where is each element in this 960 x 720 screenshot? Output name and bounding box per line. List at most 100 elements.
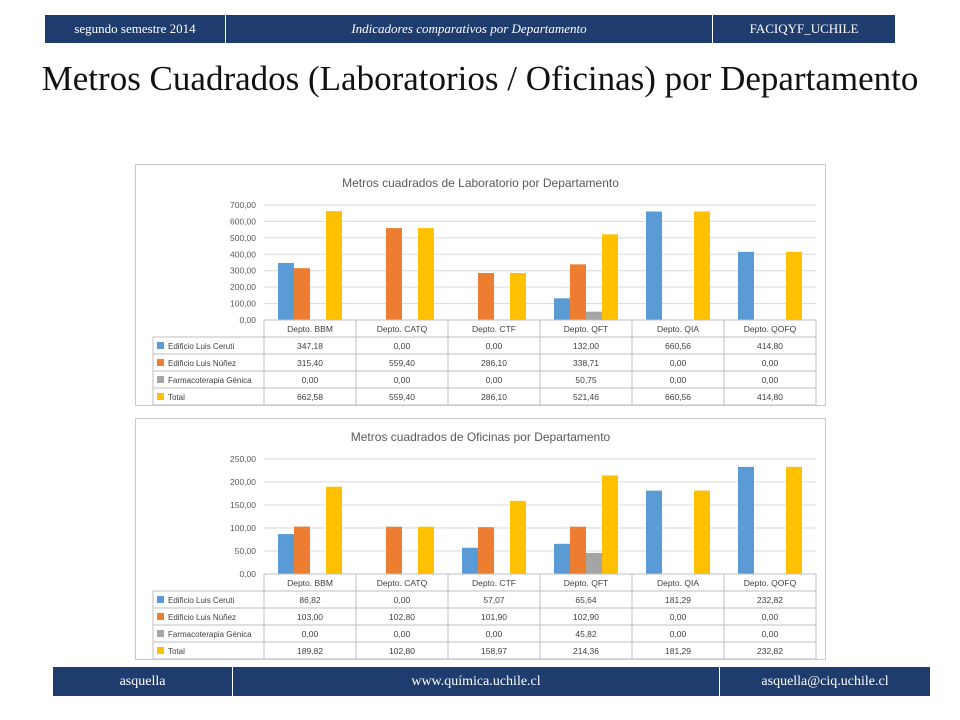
laboratory-category-label: Depto. CATQ (377, 324, 428, 334)
laboratory-bar (570, 264, 586, 320)
laboratory-data-label: 0,00 (486, 341, 503, 351)
laboratory-bar (738, 251, 754, 320)
laboratory-chart-svg: Metros cuadrados de Laboratorio por Depa… (152, 176, 817, 405)
offices-legend-label: Edificio Luis Núñez (168, 613, 236, 622)
laboratory-legend-label: Total (168, 393, 185, 402)
laboratory-legend-key (157, 342, 164, 349)
laboratory-y-tick-label: 500,00 (230, 233, 256, 243)
offices-bar (418, 526, 434, 574)
offices-legend-label: Farmacoterapia Génica (168, 630, 252, 639)
offices-bar (278, 534, 294, 574)
laboratory-data-label: 0,00 (394, 375, 411, 385)
laboratory-data-label: 50,75 (575, 375, 597, 385)
laboratory-y-tick-label: 0,00 (239, 315, 256, 325)
laboratory-data-label: 0,00 (762, 358, 779, 368)
header-subject: Indicadores comparativos por Departament… (226, 15, 713, 43)
offices-data-label: 232,82 (757, 595, 783, 605)
laboratory-category-label: Depto. CTF (472, 324, 516, 334)
offices-data-label: 102,90 (573, 612, 599, 622)
offices-bar (326, 486, 342, 574)
laboratory-bar (786, 251, 802, 320)
laboratory-legend-label: Edificio Luis Núñez (168, 359, 236, 368)
offices-data-label: 86,82 (299, 595, 321, 605)
offices-data-label: 158,97 (481, 646, 507, 656)
offices-bar (694, 490, 710, 574)
laboratory-y-tick-label: 600,00 (230, 216, 256, 226)
header-bar: segundo semestre 2014 Indicadores compar… (45, 15, 895, 43)
offices-category-label: Depto. QFT (564, 578, 608, 588)
offices-data-label: 0,00 (486, 629, 503, 639)
offices-data-label: 181,29 (665, 595, 691, 605)
laboratory-category-label: Depto. QOFQ (744, 324, 797, 334)
offices-chart: Metros cuadrados de Oficinas por Departa… (135, 418, 826, 660)
laboratory-legend-label: Edificio Luis Ceruti (168, 342, 234, 351)
laboratory-data-label: 521,46 (573, 392, 599, 402)
laboratory-data-label: 662,58 (297, 392, 323, 402)
offices-y-tick-label: 50,00 (235, 546, 257, 556)
offices-data-label: 0,00 (302, 629, 319, 639)
laboratory-legend-key (157, 393, 164, 400)
footer-author: asquella (53, 667, 233, 696)
laboratory-bar (294, 268, 310, 320)
laboratory-legend-key (157, 359, 164, 366)
laboratory-data-label: 0,00 (670, 375, 687, 385)
offices-y-tick-label: 150,00 (230, 500, 256, 510)
offices-legend-key (157, 613, 164, 620)
laboratory-data-label: 660,56 (665, 341, 691, 351)
laboratory-bar (646, 211, 662, 320)
offices-bar (462, 547, 478, 574)
laboratory-data-label: 347,18 (297, 341, 323, 351)
laboratory-y-tick-label: 100,00 (230, 299, 256, 309)
laboratory-data-label: 0,00 (486, 375, 503, 385)
laboratory-data-label: 414,80 (757, 341, 783, 351)
laboratory-bar (326, 211, 342, 320)
laboratory-y-tick-label: 400,00 (230, 249, 256, 259)
offices-data-label: 101,90 (481, 612, 507, 622)
footer-website[interactable]: www.química.uchile.cl (233, 667, 720, 696)
laboratory-data-label: 0,00 (762, 375, 779, 385)
offices-data-label: 181,29 (665, 646, 691, 656)
laboratory-chart-title: Metros cuadrados de Laboratorio por Depa… (342, 176, 619, 190)
offices-data-label: 103,00 (297, 612, 323, 622)
offices-data-label: 65,64 (575, 595, 597, 605)
laboratory-bar (510, 272, 526, 320)
laboratory-bar (418, 228, 434, 320)
offices-y-tick-label: 0,00 (239, 569, 256, 579)
laboratory-bar (554, 298, 570, 320)
laboratory-bar (478, 272, 494, 320)
laboratory-bar (278, 262, 294, 320)
laboratory-data-label: 286,10 (481, 392, 507, 402)
offices-data-label: 102,80 (389, 612, 415, 622)
offices-bar (294, 526, 310, 574)
offices-data-label: 0,00 (394, 595, 411, 605)
laboratory-data-label: 559,40 (389, 358, 415, 368)
offices-bar (586, 552, 602, 574)
offices-bar (478, 527, 494, 574)
offices-data-label: 0,00 (394, 629, 411, 639)
laboratory-data-label: 559,40 (389, 392, 415, 402)
footer-email[interactable]: asquella@ciq.uchile.cl (761, 673, 889, 689)
offices-category-label: Depto. CTF (472, 578, 516, 588)
offices-data-label: 45,82 (575, 629, 597, 639)
offices-legend-key (157, 630, 164, 637)
offices-category-label: Depto. BBM (287, 578, 333, 588)
laboratory-category-label: Depto. QFT (564, 324, 608, 334)
offices-bar (570, 526, 586, 574)
offices-legend-key (157, 596, 164, 603)
offices-bar (510, 500, 526, 574)
offices-legend-label: Total (168, 647, 185, 656)
offices-data-label: 102,80 (389, 646, 415, 656)
offices-bar (386, 526, 402, 574)
slide-title: Metros Cuadrados (Laboratorios / Oficina… (41, 59, 919, 98)
offices-bar (602, 475, 618, 574)
footer-bar: asquella www.química.uchile.cl asquella@… (53, 667, 930, 696)
laboratory-legend-key (157, 376, 164, 383)
laboratory-bar (386, 228, 402, 320)
offices-chart-title: Metros cuadrados de Oficinas por Departa… (351, 430, 611, 444)
laboratory-data-label: 0,00 (302, 375, 319, 385)
offices-data-label: 214,36 (573, 646, 599, 656)
laboratory-data-label: 286,10 (481, 358, 507, 368)
offices-category-label: Depto. QIA (657, 578, 699, 588)
laboratory-data-label: 414,80 (757, 392, 783, 402)
laboratory-category-label: Depto. QIA (657, 324, 699, 334)
